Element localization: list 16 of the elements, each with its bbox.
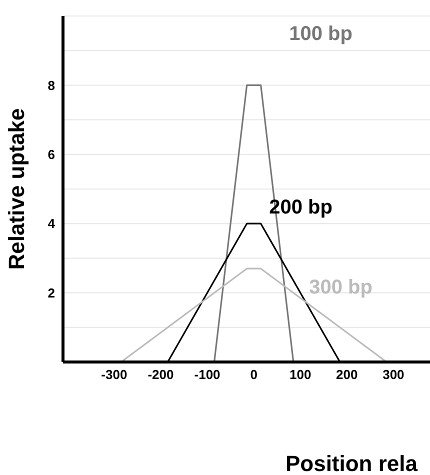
x-tick-label: 300 (382, 367, 404, 382)
x-tick-label: -100 (194, 367, 220, 382)
x-tick-label: 100 (290, 367, 312, 382)
x-tick-label: 200 (336, 367, 358, 382)
x-tick-label: -200 (148, 367, 174, 382)
x-tick-label: -300 (101, 367, 128, 382)
text: 100 bp (289, 23, 352, 46)
y-tick-label: 6 (48, 147, 55, 162)
series-label: 200 bp (269, 196, 332, 219)
x-axis-title: Position rela (285, 451, 418, 475)
x-tick-label: 0 (250, 367, 258, 382)
y-tick-label: 2 (48, 285, 55, 300)
y-tick-label: 8 (48, 78, 55, 93)
series-label: 300 bp (309, 276, 372, 299)
y-axis-title: Relative uptake (4, 108, 29, 270)
y-tick-label: 4 (48, 216, 56, 232)
